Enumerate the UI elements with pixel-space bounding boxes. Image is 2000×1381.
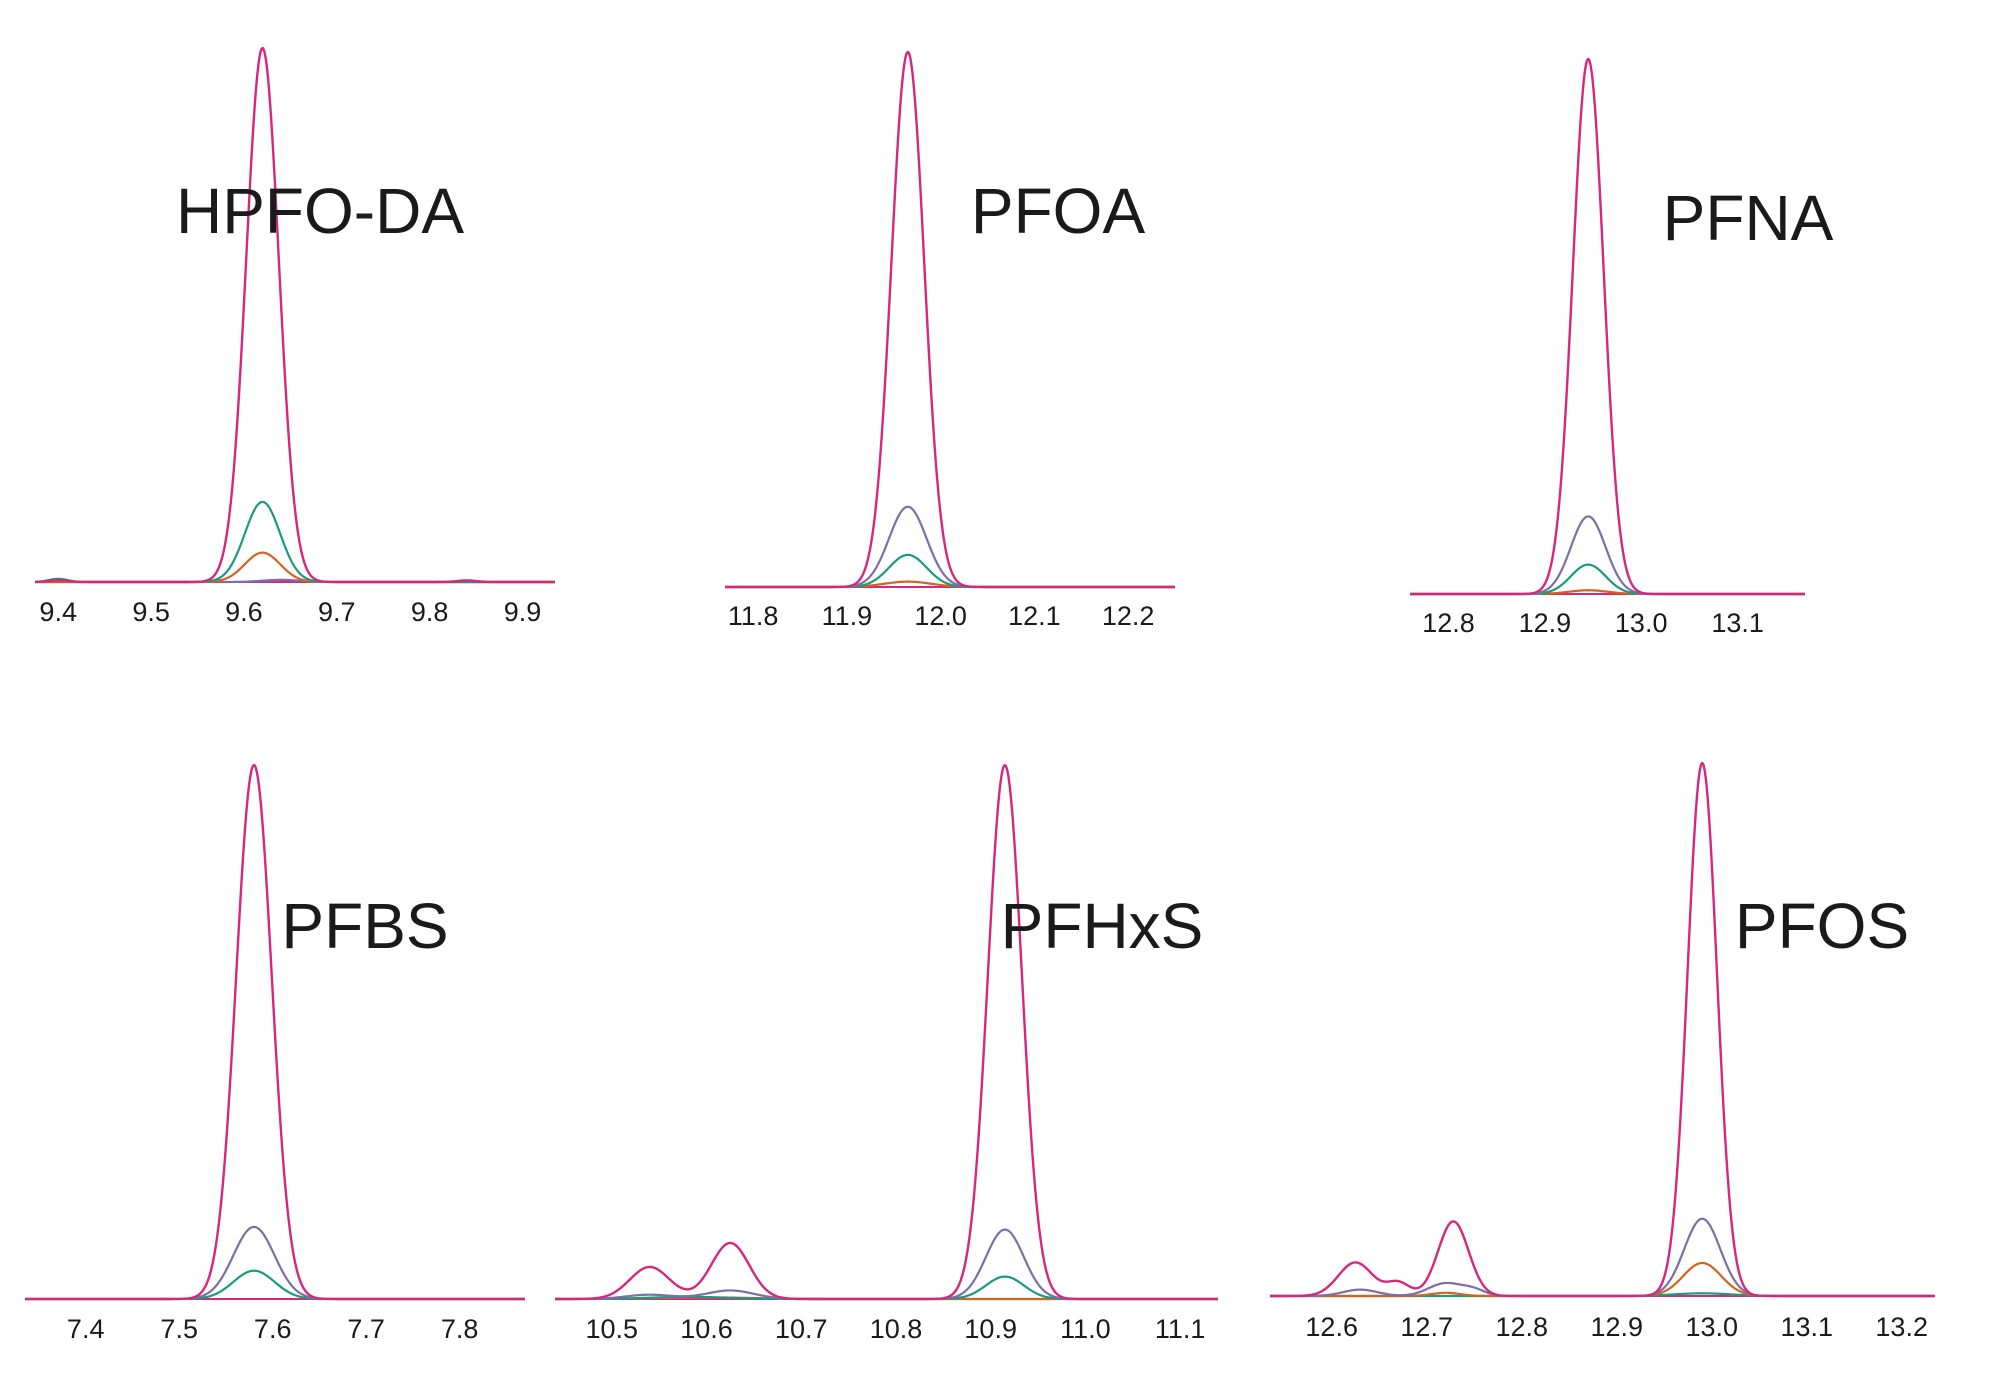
- tick-label: 12.8: [1496, 1312, 1549, 1342]
- tick-label: 10.9: [964, 1314, 1017, 1344]
- tick-label: 13.0: [1686, 1312, 1739, 1342]
- tick-label: 9.9: [504, 597, 542, 627]
- tick-label: 9.8: [411, 597, 449, 627]
- series-line-purple: [1270, 1217, 1935, 1298]
- tick-label: 7.7: [347, 1314, 385, 1344]
- series-line-magenta: [24, 763, 526, 1301]
- tick-label: 12.7: [1400, 1312, 1453, 1342]
- tick-label: 12.1: [1008, 601, 1061, 631]
- tick-label: 7.5: [160, 1314, 198, 1344]
- tick-label: 9.7: [318, 597, 356, 627]
- tick-label: 7.6: [254, 1314, 292, 1344]
- series-line-magenta: [1409, 57, 1806, 596]
- tick-label: 7.4: [67, 1314, 105, 1344]
- series-line-magenta: [555, 763, 1218, 1301]
- tick-label: 11.1: [1155, 1314, 1206, 1344]
- panel-title: PFBS: [281, 890, 448, 962]
- tick-label: 12.8: [1422, 608, 1475, 638]
- panel-pfhxs: PFHxS 10.5 10.6 10.7 10.8 10.9 11.0 11.1: [554, 763, 1218, 1344]
- series-line-purple: [24, 1225, 526, 1301]
- series-line-teal: [24, 1269, 526, 1301]
- tick-label: 12.0: [914, 601, 967, 631]
- tick-label: 9.4: [39, 597, 77, 627]
- tick-label: 13.0: [1615, 608, 1668, 638]
- tick-label: 12.6: [1305, 1312, 1358, 1342]
- panel-title: PFOA: [971, 175, 1146, 247]
- tick-label: 9.6: [225, 597, 263, 627]
- series-line-magenta: [724, 50, 1176, 589]
- tick-label: 9.5: [132, 597, 170, 627]
- tick-label: 12.9: [1519, 608, 1572, 638]
- tick-label: 10.7: [775, 1314, 828, 1344]
- series-line-purple: [1409, 515, 1806, 596]
- tick-label: 13.1: [1781, 1312, 1834, 1342]
- panel-pfos: PFOS 12.6 12.7 12.8 12.9 13.0 13.1 13.2: [1270, 761, 1935, 1342]
- panel-title: PFOS: [1735, 890, 1909, 962]
- series-line-magenta: [1270, 761, 1935, 1298]
- panel-pfoa: PFOA 11.8 11.9 12.0 12.1 12.2: [724, 50, 1176, 631]
- panel-title: PFHxS: [1001, 890, 1204, 962]
- series-line-teal: [1409, 563, 1806, 596]
- series-line-magenta: [34, 46, 556, 584]
- series-line-purple: [724, 505, 1176, 589]
- panel-pfbs: PFBS 7.4 7.5 7.6 7.7 7.8: [24, 763, 526, 1344]
- tick-label: 12.9: [1591, 1312, 1644, 1342]
- tick-label: 7.8: [441, 1314, 479, 1344]
- tick-label: 10.6: [680, 1314, 733, 1344]
- tick-label: 13.2: [1875, 1312, 1928, 1342]
- tick-label: 11.9: [822, 601, 873, 631]
- tick-label: 12.2: [1102, 601, 1155, 631]
- tick-label: 10.8: [870, 1314, 923, 1344]
- tick-label: 11.0: [1060, 1314, 1111, 1344]
- tick-label: 13.1: [1711, 608, 1764, 638]
- panel-title: HPFO-DA: [176, 175, 464, 247]
- tick-label: 11.8: [728, 601, 779, 631]
- panel-hpfo-da: HPFO-DA 9.4 9.5 9.6 9.7 9.8 9.9: [34, 46, 556, 627]
- panel-title: PFNA: [1663, 182, 1834, 254]
- tick-label: 10.5: [586, 1314, 639, 1344]
- series-line-purple: [555, 1228, 1218, 1301]
- panel-pfna: PFNA 12.8 12.9 13.0 13.1: [1409, 57, 1834, 638]
